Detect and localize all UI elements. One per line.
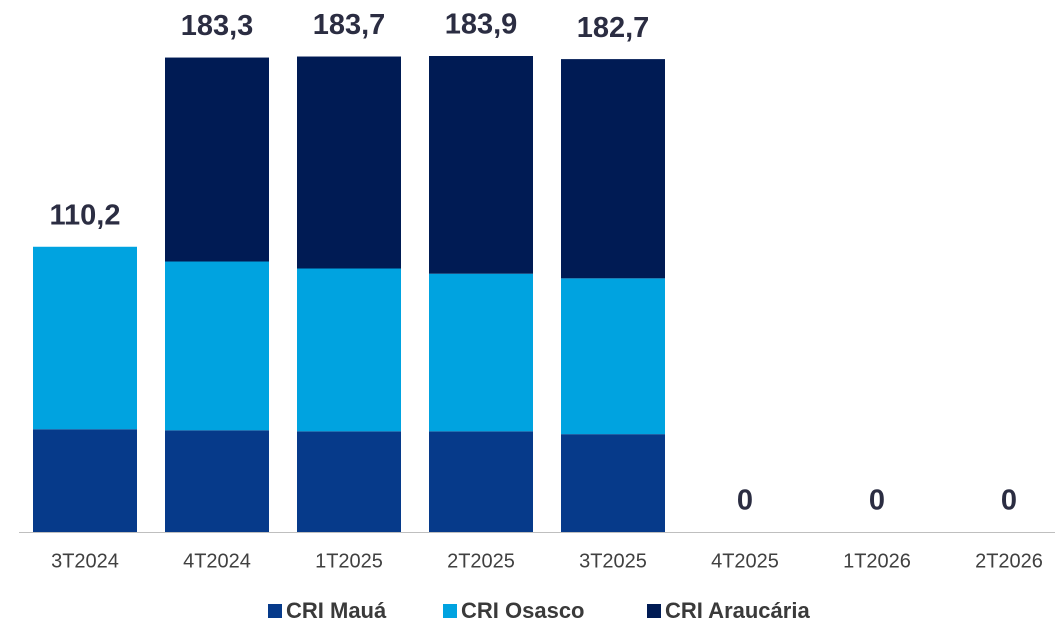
x-tick-label: 4T2025	[711, 550, 779, 572]
bar-segment	[33, 429, 137, 532]
legend-label: CRI Araucária	[665, 598, 810, 623]
total-label: 0	[737, 485, 753, 517]
x-tick-label: 1T2025	[315, 550, 383, 572]
x-tick-label: 3T2025	[579, 550, 647, 572]
bar-segment	[429, 273, 533, 432]
x-tick-label: 2T2025	[447, 550, 515, 572]
total-label: 0	[869, 485, 885, 517]
bar-segment	[297, 268, 401, 432]
bar-segment	[33, 246, 137, 430]
legend-swatch	[647, 604, 661, 618]
total-label: 183,9	[445, 9, 518, 41]
total-label: 183,7	[313, 9, 386, 41]
x-tick-label: 1T2026	[843, 550, 911, 572]
bar-segment	[297, 431, 401, 532]
x-tick-label: 3T2024	[51, 550, 119, 572]
bar-segment	[165, 430, 269, 532]
bar-segment	[165, 57, 269, 262]
total-label: 183,3	[181, 10, 254, 42]
bar-segment	[561, 59, 665, 279]
x-tick-label: 2T2026	[975, 550, 1043, 572]
bar-segment	[429, 431, 533, 532]
x-tick-label: 4T2024	[183, 550, 251, 572]
bar-segment	[165, 261, 269, 431]
legend-label: CRI Mauá	[286, 598, 387, 623]
legend-label: CRI Osasco	[461, 598, 585, 623]
legend-swatch	[443, 604, 457, 618]
bar-segment	[561, 434, 665, 532]
total-label: 0	[1001, 485, 1017, 517]
total-label: 110,2	[50, 199, 121, 231]
total-label: 182,7	[577, 12, 650, 44]
bar-segment	[429, 56, 533, 274]
legend-swatch	[268, 604, 282, 618]
bar-segment	[297, 56, 401, 269]
bar-segment	[561, 278, 665, 435]
